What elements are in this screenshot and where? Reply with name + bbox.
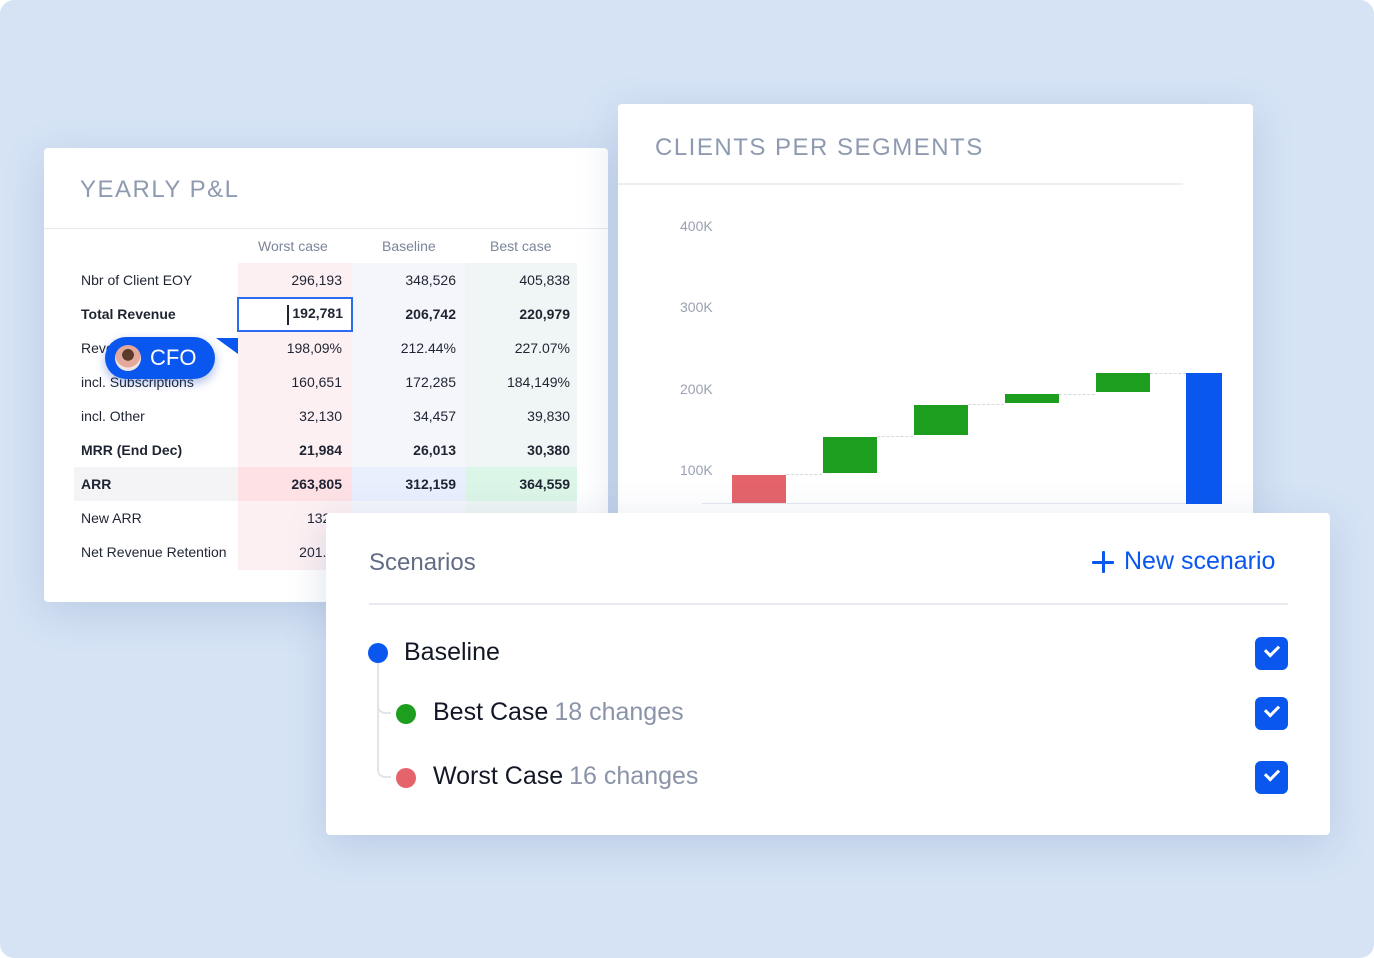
cell-baseline[interactable]: 206,742 <box>405 306 456 322</box>
scenario-item-baseline[interactable]: Baseline <box>404 638 500 667</box>
y-tick-label: 400K <box>680 218 713 234</box>
row-label: New ARR <box>81 510 142 526</box>
pnl-title: YEARLY P&L <box>80 176 240 203</box>
cell-worst[interactable]: 296,193 <box>291 272 342 288</box>
baseline-color-dot <box>368 643 388 663</box>
worst-case-checkbox[interactable] <box>1255 761 1288 794</box>
table-row: incl. Subscriptions 160,651 172,285 184,… <box>44 365 608 399</box>
cell-best[interactable]: 30,380 <box>527 442 570 458</box>
row-label: Net Revenue Retention <box>81 544 227 560</box>
worst-case-color-dot <box>396 768 416 788</box>
tree-branch-line <box>377 703 391 778</box>
arr-worst-highlight <box>238 467 352 501</box>
row-label: ARR <box>81 476 112 492</box>
active-cell-value[interactable]: 192,781 <box>292 305 343 321</box>
connector-line <box>786 474 822 475</box>
cell-best[interactable]: 184,149% <box>506 374 570 390</box>
y-tick-label: 100K <box>680 462 713 478</box>
cell-best[interactable]: 364,559 <box>519 476 570 492</box>
new-scenario-label: New scenario <box>1124 547 1276 575</box>
table-row: Nbr of Client EOY 296,193 348,526 405,83… <box>44 263 608 297</box>
cell-best[interactable]: 220,979 <box>519 306 570 322</box>
waterfall-bar-decrease[interactable] <box>732 475 786 503</box>
avatar-icon <box>115 345 141 371</box>
cell-worst[interactable]: 198,09% <box>286 340 342 356</box>
table-row: incl. Other 32,130 34,457 39,830 <box>44 399 608 433</box>
cell-baseline[interactable]: 172,285 <box>405 374 456 390</box>
table-row: Total Revenue 206,742 220,979 <box>44 297 608 331</box>
connector-line <box>1059 394 1095 395</box>
cell-worst[interactable]: 21,984 <box>299 442 342 458</box>
scenario-change-count: 16 changes <box>569 762 699 790</box>
connector-line <box>1150 373 1186 374</box>
cell-worst[interactable]: 32,130 <box>299 408 342 424</box>
y-tick-label: 300K <box>680 299 713 315</box>
column-header-baseline[interactable]: Baseline <box>382 238 436 254</box>
chart-title: CLIENTS PER SEGMENTS <box>655 134 984 161</box>
scenario-name: Baseline <box>404 638 500 666</box>
waterfall-bar-total[interactable] <box>1186 373 1222 504</box>
row-label: Total Revenue <box>81 306 176 322</box>
waterfall-bar-increase[interactable] <box>914 405 968 435</box>
clients-per-segments-card: CLIENTS PER SEGMENTS 400K 300K 200K 100K <box>618 104 1253 524</box>
cell-baseline[interactable]: 348,526 <box>405 272 456 288</box>
tree-branch-line <box>377 653 391 714</box>
plus-icon <box>1092 550 1114 573</box>
cell-best[interactable]: 227.07% <box>514 340 570 356</box>
scenario-name: Best Case <box>433 698 549 726</box>
divider <box>44 228 608 229</box>
best-case-color-dot <box>396 704 416 724</box>
new-scenario-button[interactable]: New scenario <box>1092 547 1275 576</box>
divider <box>618 183 1183 185</box>
cell-baseline[interactable]: 34,457 <box>413 408 456 424</box>
scenario-item-best-case[interactable]: Best Case 18 changes <box>433 698 684 727</box>
scenario-item-worst-case[interactable]: Worst Case 16 changes <box>433 762 698 791</box>
cell-baseline[interactable]: 312,159 <box>405 476 456 492</box>
collaborator-cursor-icon <box>216 338 238 354</box>
waterfall-bar-increase[interactable] <box>823 437 877 473</box>
x-axis-line <box>702 503 1222 504</box>
row-label: incl. Other <box>81 408 145 424</box>
waterfall-bar-increase[interactable] <box>1005 394 1059 403</box>
active-cell-editor[interactable]: 192,781 <box>237 297 353 332</box>
yearly-pnl-card: YEARLY P&L Worst case Baseline Best case… <box>44 148 608 602</box>
scenarios-card: Scenarios New scenario Baseline Best Cas… <box>326 513 1330 835</box>
text-caret <box>287 305 289 325</box>
cell-best[interactable]: 39,830 <box>527 408 570 424</box>
connector-line <box>968 404 1004 405</box>
waterfall-bar-increase[interactable] <box>1096 373 1150 392</box>
cell-worst[interactable]: 160,651 <box>291 374 342 390</box>
cell-worst[interactable]: 263,805 <box>291 476 342 492</box>
cell-baseline[interactable]: 26,013 <box>413 442 456 458</box>
collaborator-badge: CFO <box>105 337 215 379</box>
row-label: Nbr of Client EOY <box>81 272 193 288</box>
y-tick-label: 200K <box>680 381 713 397</box>
best-case-checkbox[interactable] <box>1255 697 1288 730</box>
scenario-change-count: 18 changes <box>554 698 684 726</box>
scenarios-title: Scenarios <box>369 549 476 576</box>
cell-baseline[interactable]: 212.44% <box>400 340 456 356</box>
arr-baseline-highlight <box>352 467 465 501</box>
table-row: MRR (End Dec) 21,984 26,013 30,380 <box>44 433 608 467</box>
arr-best-highlight <box>465 467 577 501</box>
cell-best[interactable]: 405,838 <box>519 272 570 288</box>
connector-line <box>877 436 913 437</box>
scenario-name: Worst Case <box>433 762 564 790</box>
column-header-worst-case[interactable]: Worst case <box>258 238 328 254</box>
table-row: ARR 263,805 312,159 364,559 <box>44 467 608 501</box>
row-label: MRR (End Dec) <box>81 442 183 458</box>
divider <box>369 603 1288 605</box>
collaborator-label: CFO <box>150 345 197 370</box>
baseline-checkbox[interactable] <box>1255 637 1288 670</box>
column-header-best-case[interactable]: Best case <box>490 238 552 254</box>
